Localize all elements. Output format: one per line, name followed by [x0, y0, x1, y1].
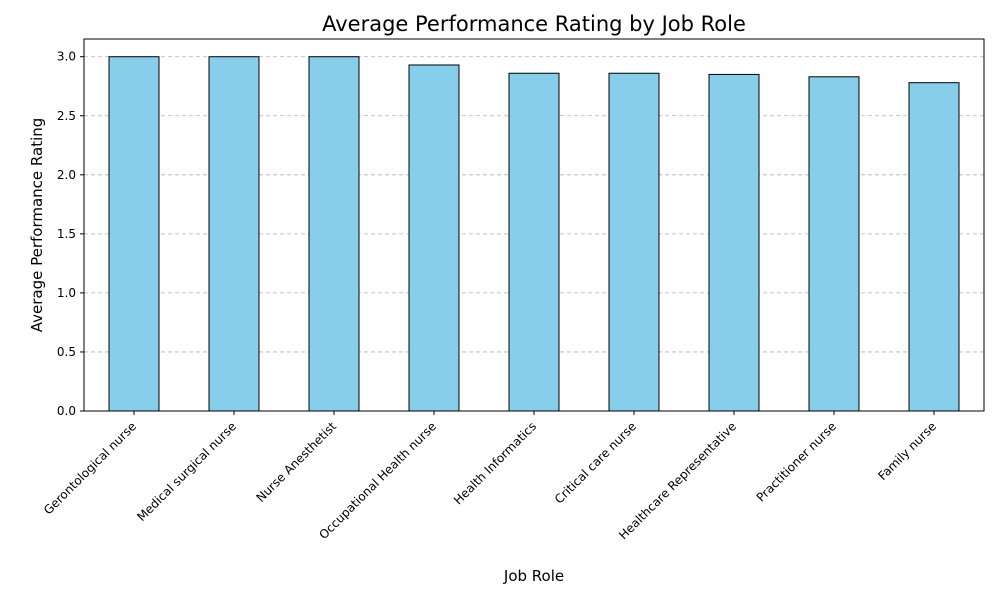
y-tick-label: 1.0: [57, 286, 76, 300]
x-tick-label: Healthcare Representative: [616, 419, 739, 542]
x-tick-label: Occupational Health nurse: [316, 419, 439, 542]
x-tick-label: Practitioner nurse: [754, 419, 839, 504]
x-axis-label: Job Role: [503, 567, 564, 585]
x-tick-label: Critical care nurse: [552, 419, 639, 506]
x-tick-label: Health Informatics: [451, 419, 539, 507]
y-tick-layer: 0.0 0.5 1.0 1.5 2.0 2.5 3.0: [57, 50, 84, 418]
bars-layer: [108, 56, 960, 412]
y-axis-label: Average Performance Rating: [28, 118, 46, 333]
bar: [208, 56, 260, 412]
bar: [108, 56, 160, 412]
bar: [808, 76, 860, 412]
bar: [608, 72, 660, 412]
x-tick-label: Nurse Anesthetist: [253, 419, 339, 505]
bar: [408, 64, 460, 412]
bar: [308, 56, 360, 412]
chart-title: Average Performance Rating by Job Role: [322, 12, 746, 36]
y-tick-label: 0.0: [57, 404, 76, 418]
y-tick-label: 3.0: [57, 50, 76, 64]
y-tick-label: 0.5: [57, 345, 76, 359]
x-tick-label: Gerontological nurse: [41, 419, 139, 517]
x-tick-label: Medical surgical nurse: [134, 419, 239, 524]
y-tick-label: 2.0: [57, 168, 76, 182]
x-tick-label: Family nurse: [875, 419, 939, 483]
bar: [708, 73, 760, 412]
bar: [508, 72, 560, 412]
y-tick-label: 1.5: [57, 227, 76, 241]
bar: [908, 82, 960, 412]
y-tick-label: 2.5: [57, 109, 76, 123]
